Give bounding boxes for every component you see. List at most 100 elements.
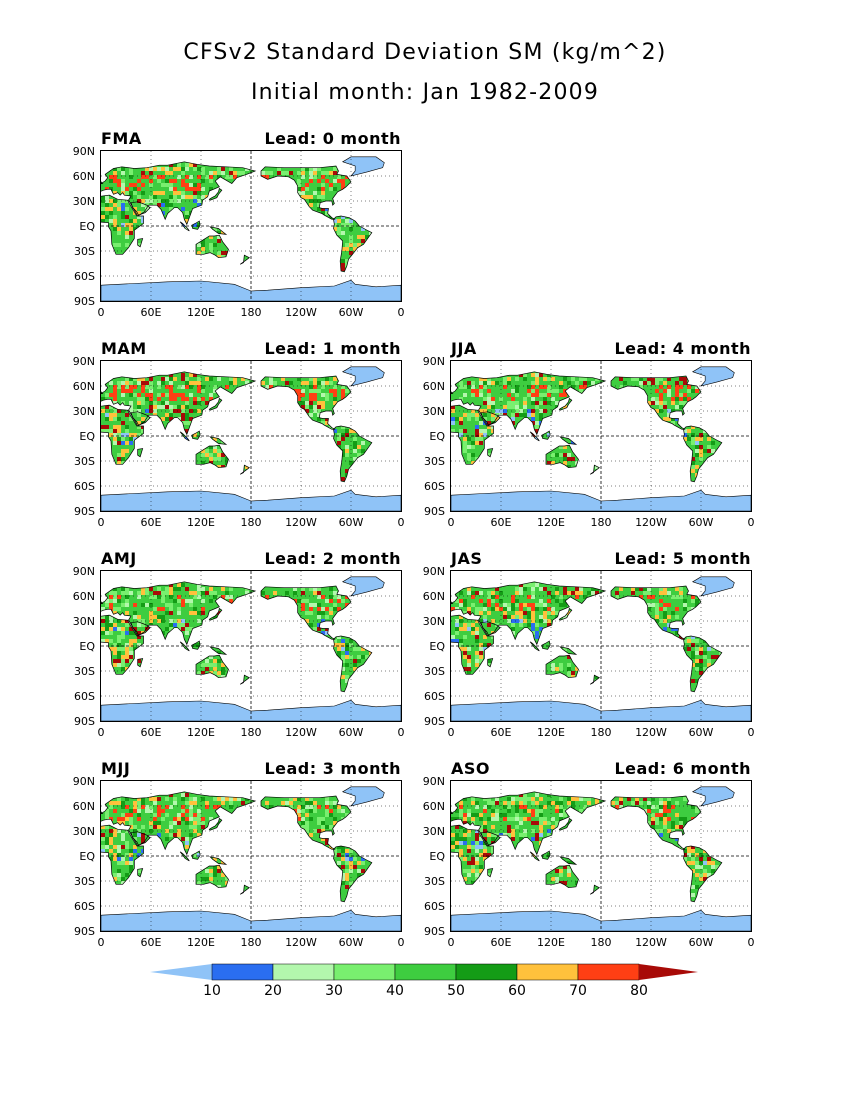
latitude-tick-label: 90S xyxy=(424,504,445,518)
coastline xyxy=(451,811,454,815)
coastline xyxy=(130,201,151,216)
latitude-tick-label: EQ xyxy=(429,639,445,653)
latitude-tick-label: 30S xyxy=(74,454,95,468)
coastline xyxy=(101,161,257,226)
latitude-tick-label: EQ xyxy=(79,849,95,863)
coastline xyxy=(610,585,702,640)
coastline xyxy=(101,371,257,436)
longitude-tick-label: 0 xyxy=(447,726,455,739)
colorbar-segment xyxy=(516,963,579,981)
map-panel-fma: FMA Lead: 0 month 90N 60N 30N EQ 30S 60S 90S 0 60E… xyxy=(73,129,405,318)
coastline xyxy=(451,581,607,646)
longitude-tick-label: 180 xyxy=(590,726,612,739)
coastline xyxy=(589,464,600,475)
colorbar-tick-label: 80 xyxy=(630,983,648,999)
coastline xyxy=(333,635,373,693)
coastline xyxy=(610,375,702,430)
coastline xyxy=(480,621,501,636)
longitude-tick-label: 60W xyxy=(338,516,364,529)
latitude-tick-label: EQ xyxy=(79,219,95,233)
longitude-tick-label: 120E xyxy=(537,516,565,529)
latitude-tick-label: 60S xyxy=(74,689,95,703)
panel-season-label: JAS xyxy=(451,549,483,568)
longitude-tick-label: 120W xyxy=(285,516,317,529)
panel-lead-label: Lead: 0 month xyxy=(264,129,401,148)
latitude-tick-label: 60S xyxy=(424,689,445,703)
longitude-tick-label: 0 xyxy=(397,306,405,319)
coastline xyxy=(558,607,573,621)
longitude-tick-label: 180 xyxy=(590,936,612,949)
longitude-tick-label: 0 xyxy=(397,936,405,949)
panel-season-label: FMA xyxy=(101,129,142,148)
longitude-tick-label: 120E xyxy=(187,936,215,949)
coastline xyxy=(333,425,373,483)
longitude-tick-label: 120W xyxy=(635,726,667,739)
icesheet-antarctica xyxy=(101,489,401,511)
longitude-tick-label: 120E xyxy=(537,726,565,739)
coastline xyxy=(541,430,551,440)
longitude-tick-label: 0 xyxy=(447,936,455,949)
coastline xyxy=(683,845,723,903)
latitude-tick-label: 90N xyxy=(422,354,445,368)
coastline xyxy=(195,654,229,679)
latitude-tick-label: EQ xyxy=(429,429,445,443)
longitude-tick-label: 0 xyxy=(747,516,755,529)
coastline xyxy=(130,411,151,426)
coastline xyxy=(451,404,494,465)
latitude-tick-label: 90S xyxy=(424,924,445,938)
longitude-tick-label: 0 xyxy=(97,936,105,949)
panel-lead-label: Lead: 3 month xyxy=(264,759,401,778)
coastline xyxy=(558,397,573,411)
coastline xyxy=(209,436,228,445)
coastline xyxy=(137,658,144,668)
latitude-tick-label: 60N xyxy=(72,589,95,603)
icesheet-greenland xyxy=(341,786,385,807)
latitude-tick-label: 60N xyxy=(72,799,95,813)
colorbar-segment xyxy=(333,963,396,981)
panel-lead-label: Lead: 4 month xyxy=(614,339,751,358)
map-panel-mam: MAM Lead: 1 month 90N 60N 30N EQ 30S 60S 90S 0 60E… xyxy=(73,339,405,528)
sm-field xyxy=(101,793,372,901)
latitude-tick-label: 90N xyxy=(72,354,95,368)
panel-lead-label: Lead: 1 month xyxy=(264,339,401,358)
world-map xyxy=(101,781,401,931)
latitude-tick-label: 60N xyxy=(422,799,445,813)
sm-field xyxy=(101,373,372,481)
icesheet-greenland xyxy=(691,366,735,387)
longitude-tick-label: 60W xyxy=(688,516,714,529)
coastline xyxy=(683,425,723,483)
latitude-tick-label: 30S xyxy=(74,244,95,258)
colorbar-segment xyxy=(211,963,274,981)
panel-lead-label: Lead: 6 month xyxy=(614,759,751,778)
coastline xyxy=(451,824,494,885)
coastline xyxy=(239,254,250,265)
coastline xyxy=(195,234,229,259)
coastline xyxy=(130,831,151,846)
longitude-tick-label: 0 xyxy=(97,306,105,319)
longitude-tick-label: 120W xyxy=(285,726,317,739)
coastline xyxy=(191,640,201,650)
panel-lead-label: Lead: 5 month xyxy=(614,549,751,568)
latitude-tick-label: 60S xyxy=(74,899,95,913)
longitude-tick-label: 60E xyxy=(140,726,162,739)
latitude-tick-label: EQ xyxy=(79,639,95,653)
coastline xyxy=(209,226,228,235)
coastline xyxy=(541,850,551,860)
coastline xyxy=(683,635,723,693)
longitude-tick-label: 60E xyxy=(490,516,512,529)
longitude-tick-label: 180 xyxy=(590,516,612,529)
latitude-tick-label: 90N xyxy=(422,774,445,788)
longitude-tick-label: 0 xyxy=(747,726,755,739)
sm-field xyxy=(451,583,722,691)
latitude-tick-label: 30S xyxy=(74,874,95,888)
longitude-tick-label: 120E xyxy=(187,726,215,739)
longitude-tick-label: 120W xyxy=(285,936,317,949)
latitude-tick-label: 30N xyxy=(72,194,95,208)
longitude-tick-label: 180 xyxy=(240,516,262,529)
sm-field xyxy=(451,793,722,901)
coastline xyxy=(209,856,228,865)
longitude-tick-label: 0 xyxy=(747,936,755,949)
colorbar-tick-label: 50 xyxy=(447,983,465,999)
colorbar xyxy=(150,963,698,981)
map-panel-mjj: MJJ Lead: 3 month 90N 60N 30N EQ 30S 60S 90S 0 60E… xyxy=(73,759,405,948)
